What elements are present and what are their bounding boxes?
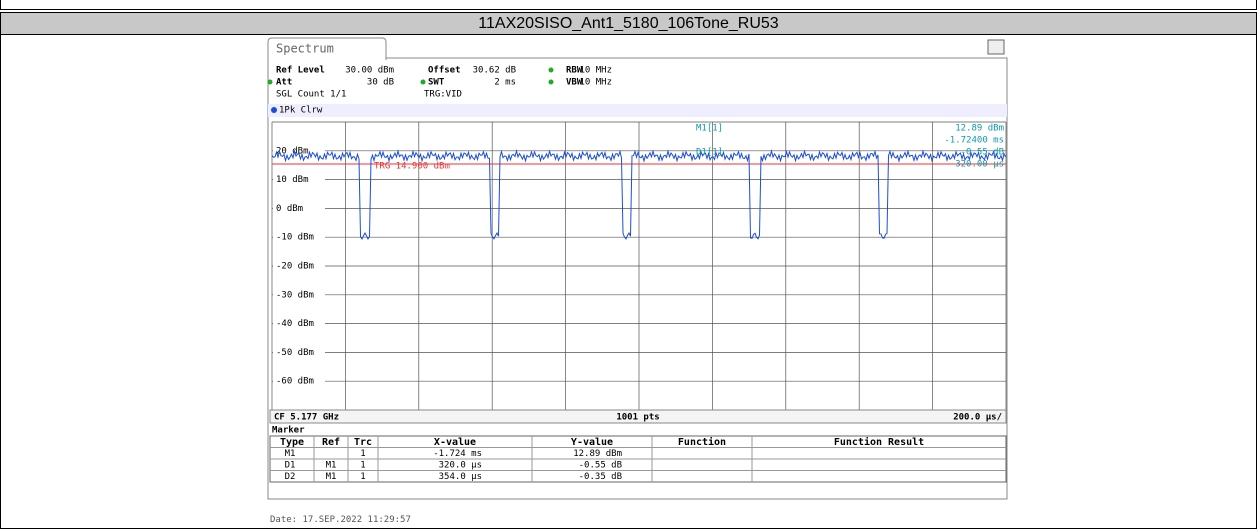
cell: 320.0 µs <box>439 460 482 470</box>
cell: M1 <box>285 449 296 459</box>
y-label: 0 dBm <box>276 204 303 214</box>
setting-name: Att <box>276 78 292 88</box>
y-label-bg <box>273 232 325 243</box>
y-label: 20 dBm <box>276 146 309 156</box>
cell: 1 <box>360 472 365 482</box>
title-row: 11AX20SISO_Ant1_5180_106Tone_RU53 <box>0 12 1257 35</box>
col-header: Type <box>280 437 304 448</box>
y-label-bg <box>273 203 325 214</box>
col-header: Ref <box>322 437 340 448</box>
trigger-label: TRG 14.900 dBm <box>374 162 450 172</box>
setting-value: 10 MHz <box>579 78 612 88</box>
instrument-screen: Spectrum 1Pk Clrw SGL Count 1/1 TRG:VID … <box>267 37 1008 500</box>
span: 200.0 µs/ <box>953 413 1002 423</box>
setting-name: RBW <box>566 66 583 76</box>
y-label-bg <box>273 289 325 300</box>
cell: -0.35 dB <box>579 472 622 482</box>
y-label: -30 dBm <box>276 290 314 300</box>
cell: M1 <box>326 460 337 470</box>
title: 11AX20SISO_Ant1_5180_106Tone_RU53 <box>478 15 779 32</box>
y-label-bg <box>273 376 325 387</box>
cell: D1 <box>285 460 296 470</box>
m1-name: M1[1] <box>696 124 723 134</box>
trace <box>271 149 1006 241</box>
top-row <box>0 0 1257 10</box>
setting-name: Ref Level <box>276 66 325 76</box>
setting-name: Offset <box>428 66 461 76</box>
trace-bar <box>268 104 1007 117</box>
cell: -1.724 ms <box>433 449 482 459</box>
trigger: TRG:VID <box>424 90 462 100</box>
y-label: -20 dBm <box>276 262 314 272</box>
setting-value: 30 dB <box>367 78 394 88</box>
tab-label: Spectrum <box>276 42 334 56</box>
y-label-bg <box>273 174 325 185</box>
y-label-bg <box>273 347 325 358</box>
cf: CF 5.177 GHz <box>274 413 339 423</box>
cell: -0.55 dB <box>579 460 622 470</box>
y-label: -40 dBm <box>276 319 314 329</box>
trace-dot <box>271 107 277 113</box>
y-label: 10 dBm <box>276 175 309 185</box>
indicator <box>420 79 426 85</box>
cell: 1 <box>360 449 365 459</box>
cell: D2 <box>285 472 296 482</box>
y-label-bg <box>273 261 325 271</box>
footer-bar <box>269 409 1007 424</box>
trace-label: 1Pk Clrw <box>279 106 323 116</box>
col-header: Y-value <box>571 437 613 448</box>
d1-level: -0.55 dB <box>961 148 1004 158</box>
col-header: X-value <box>434 437 476 448</box>
y-label-bg <box>273 145 325 156</box>
icon <box>987 39 1005 55</box>
d1-time: 320.00 µs <box>955 160 1004 170</box>
col-header: Function <box>678 436 726 448</box>
setting-value: 30.62 dB <box>473 66 516 76</box>
setting-value: 2 ms <box>494 78 516 88</box>
tab <box>267 37 387 60</box>
cell: 354.0 µs <box>439 472 482 482</box>
y-label: -50 dBm <box>276 348 314 358</box>
col-header: Function Result <box>834 436 924 448</box>
marker-title: Marker <box>272 426 305 436</box>
cell: M1 <box>326 472 337 482</box>
setting-name: VBW <box>566 78 583 88</box>
col-header: Trc <box>354 437 372 448</box>
setting-value: 30.00 dBm <box>345 66 394 76</box>
cell: 12.89 dBm <box>573 449 622 459</box>
cell: 1 <box>360 460 365 470</box>
frame <box>267 57 1008 500</box>
m1-time: -1.72400 ms <box>944 136 1004 146</box>
count: SGL Count 1/1 <box>276 90 346 100</box>
y-label: -10 dBm <box>276 233 314 243</box>
y-label-bg <box>273 318 325 329</box>
indicator <box>548 67 554 73</box>
setting-name: SWT <box>428 78 445 88</box>
d1-name: D1[1] <box>696 148 723 158</box>
indicator <box>548 79 554 85</box>
date: Date: 17.SEP.2022 11:29:57 <box>270 515 411 525</box>
points: 1001 pts <box>616 413 659 423</box>
setting-value: 10 MHz <box>579 66 612 76</box>
indicator <box>267 79 273 85</box>
m1-level: 12.89 dBm <box>955 124 1004 134</box>
y-label: -60 dBm <box>276 377 314 387</box>
